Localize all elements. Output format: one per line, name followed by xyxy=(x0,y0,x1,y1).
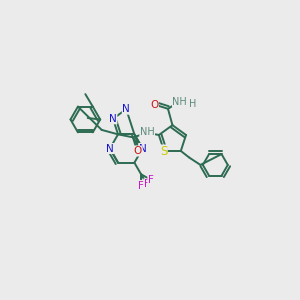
Text: H: H xyxy=(189,99,197,109)
Text: N: N xyxy=(109,114,117,124)
Text: F: F xyxy=(138,181,144,190)
Text: F: F xyxy=(144,179,150,189)
Text: F: F xyxy=(148,175,154,185)
Text: O: O xyxy=(150,100,158,110)
Text: N: N xyxy=(122,104,130,114)
Text: O: O xyxy=(134,146,142,156)
Text: NH: NH xyxy=(140,127,154,137)
Text: N: N xyxy=(139,143,146,154)
Text: N: N xyxy=(106,143,114,154)
Text: NH: NH xyxy=(172,97,187,107)
Text: S: S xyxy=(160,145,167,158)
